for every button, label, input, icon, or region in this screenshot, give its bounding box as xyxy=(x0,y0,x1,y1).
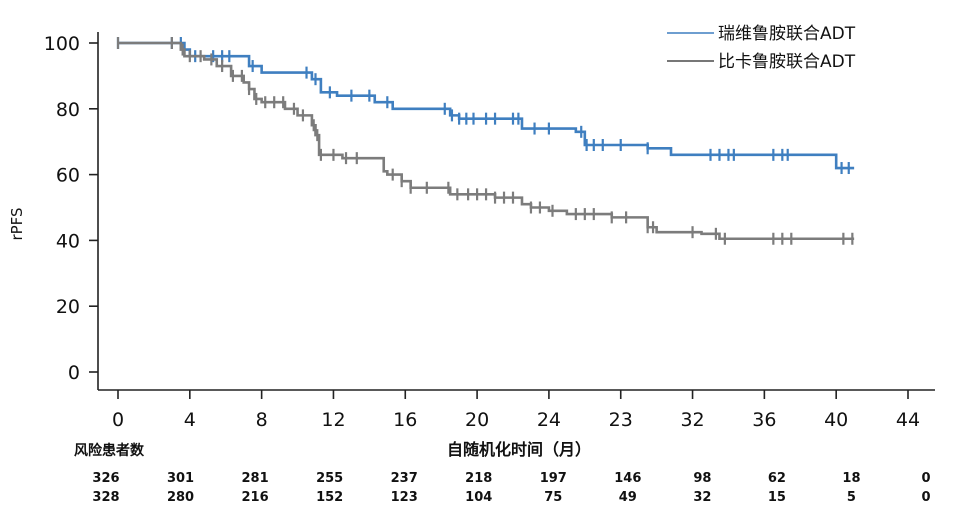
risk-cell-row-1: 237 xyxy=(391,471,418,486)
risk-table-header: 风险患者数 xyxy=(74,442,145,459)
risk-cell-row-2: 328 xyxy=(92,490,119,505)
risk-cell-row-2: 5 xyxy=(847,490,856,505)
risk-cell-row-2: 280 xyxy=(167,490,194,505)
risk-cell-row-1: 62 xyxy=(768,471,786,486)
risk-table: 326 301 281 255 237 218 197 146 98 62 18 0 328 280 216… xyxy=(92,471,930,505)
y-axis-label: rPFS xyxy=(8,207,26,240)
risk-cell-row-2: 123 xyxy=(391,490,418,505)
risk-cell-row-1: 301 xyxy=(167,471,194,486)
risk-cell-row-1: 146 xyxy=(614,471,641,486)
y-tick-label: 0 xyxy=(68,362,80,384)
y-tick-label: 60 xyxy=(56,165,80,187)
y-tick-label: 40 xyxy=(56,230,80,252)
risk-cell-row-1: 18 xyxy=(842,471,860,486)
x-tick-label: 12 xyxy=(321,409,345,431)
legend-label-series-1: 瑞维鲁胺联合ADT xyxy=(718,24,856,44)
risk-cell-row-2: 152 xyxy=(316,490,343,505)
x-tick-label: 8 xyxy=(256,409,268,431)
x-tick-label: 44 xyxy=(896,409,920,431)
risk-cell-row-1: 98 xyxy=(693,471,711,486)
risk-cell-row-2: 15 xyxy=(768,490,786,505)
x-tick-label: 23 xyxy=(609,409,633,431)
x-ticks: 0 4 8 12 16 20 24 23 32 36 40 44 xyxy=(112,390,920,431)
x-tick-label: 32 xyxy=(680,409,704,431)
legend: 瑞维鲁胺联合ADT 比卡鲁胺联合ADT xyxy=(667,24,856,72)
x-tick-label: 20 xyxy=(465,409,489,431)
x-tick-label: 40 xyxy=(824,409,848,431)
risk-cell-row-2: 0 xyxy=(921,490,930,505)
y-tick-label: 20 xyxy=(56,296,80,318)
risk-cell-row-1: 281 xyxy=(242,471,269,486)
y-ticks: 0 20 40 60 80 100 xyxy=(44,33,98,384)
x-tick-label: 36 xyxy=(752,409,776,431)
x-tick-label: 0 xyxy=(112,409,124,431)
series-line-2 xyxy=(118,41,855,241)
risk-cell-row-1: 255 xyxy=(316,471,343,486)
risk-cell-row-1: 326 xyxy=(92,471,119,486)
risk-cell-row-2: 216 xyxy=(242,490,269,505)
y-tick-label: 80 xyxy=(56,99,80,121)
x-axis-label: 自随机化时间（月） xyxy=(447,440,591,459)
x-tick-label: 16 xyxy=(393,409,417,431)
legend-label-series-2: 比卡鲁胺联合ADT xyxy=(718,52,856,72)
risk-cell-row-1: 0 xyxy=(921,471,930,486)
risk-cell-row-1: 197 xyxy=(540,471,567,486)
risk-cell-row-2: 32 xyxy=(693,490,711,505)
x-tick-label: 24 xyxy=(537,409,561,431)
series-layer xyxy=(116,37,855,245)
risk-cell-row-1: 218 xyxy=(465,471,492,486)
risk-cell-row-2: 75 xyxy=(544,490,562,505)
risk-cell-row-2: 104 xyxy=(465,490,492,505)
risk-cell-row-2: 49 xyxy=(619,490,637,505)
x-tick-label: 4 xyxy=(184,409,196,431)
y-tick-label: 100 xyxy=(44,33,80,55)
